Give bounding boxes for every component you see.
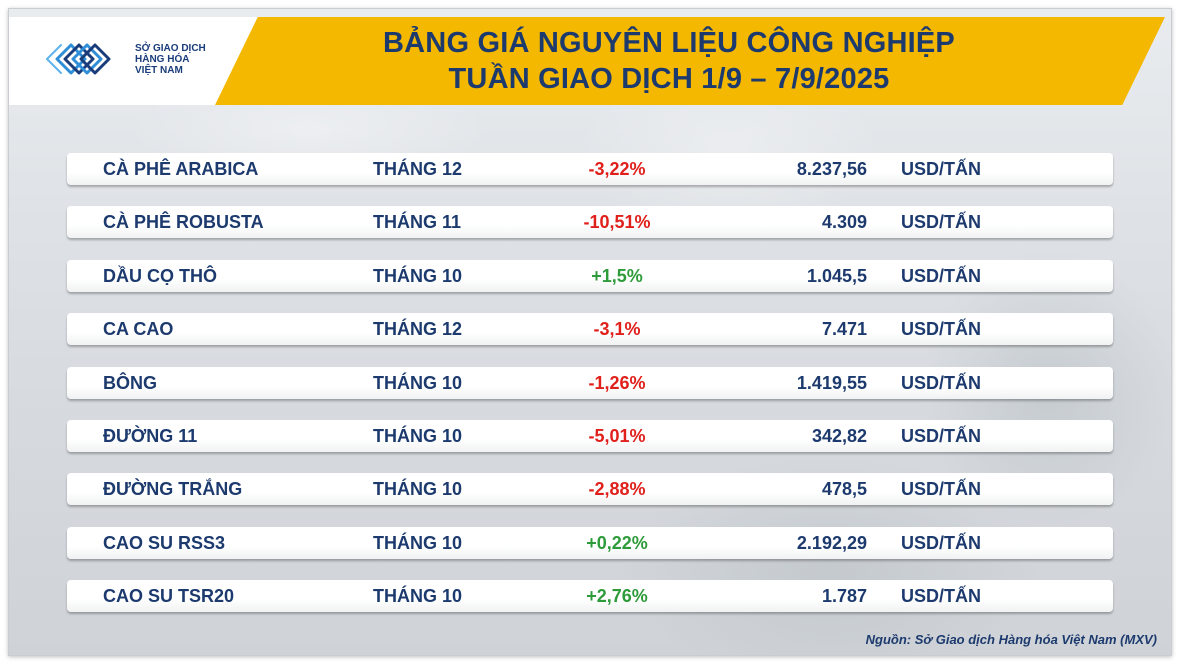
weekly-change: -3,1% [593, 319, 641, 340]
weekly-change: +1,5% [591, 265, 643, 286]
logo-text: SỞ GIAO DỊCH HÀNG HÓA VIỆT NAM [135, 43, 206, 76]
price-unit: USD/TẤN [901, 319, 981, 340]
commodity-name: CAO SU TSR20 [103, 586, 235, 607]
price-unit: USD/TẤN [901, 159, 981, 179]
contract-month: THÁNG 11 [373, 212, 462, 233]
commodity-name: DẦU CỌ THÔ [103, 265, 217, 286]
table-row: DẦU CỌ THÔ THÁNG 10 +1,5% 1.045,5 USD/TẤN [67, 259, 1113, 292]
contract-month: THÁNG 12 [373, 319, 463, 340]
price-unit: USD/TẤN [901, 212, 981, 233]
contract-month: THÁNG 12 [373, 159, 463, 179]
source-note: Nguồn: Sở Giao dịch Hàng hóa Việt Nam (M… [865, 632, 1157, 647]
contract-month: THÁNG 10 [373, 265, 463, 286]
contract-month: THÁNG 10 [373, 479, 463, 500]
contract-month: THÁNG 10 [373, 586, 463, 607]
table-row: CÀ PHÊ ROBUSTA THÁNG 11 -10,51% 4.309 USD/TẤ… [67, 206, 1113, 239]
contract-month: THÁNG 10 [373, 425, 463, 446]
commodity-name: CA CAO [103, 319, 174, 340]
price-unit: USD/TẤN [901, 372, 981, 393]
table-row: ĐƯỜNG TRẮNG THÁNG 10 -2,88% 478,5 USD/TẤN [67, 473, 1113, 506]
price-unit: USD/TẤN [901, 479, 981, 500]
commodity-name: ĐƯỜNG 11 [103, 425, 198, 446]
weekly-change: -1,26% [588, 372, 646, 393]
page-title: BẢNG GIÁ NGUYÊN LIỆU CÔNG NGHIỆP TUẦN GI… [259, 25, 1079, 97]
price-board: SỞ GIAO DỊCH HÀNG HÓA VIỆT NAM BẢNG GIÁ … [8, 8, 1172, 656]
mxv-logo: SỞ GIAO DỊCH HÀNG HÓA VIỆT NAM [43, 33, 206, 85]
logo-line-2: HÀNG HÓA [135, 53, 190, 65]
commodity-name: ĐƯỜNG TRẮNG [103, 479, 243, 500]
table-row: BÔNG THÁNG 10 -1,26% 1.419,55 USD/TẤN [67, 366, 1113, 399]
price-unit: USD/TẤN [901, 532, 981, 553]
weekly-change: +2,76% [586, 586, 648, 607]
title-banner [215, 17, 1165, 105]
table-row: ĐƯỜNG 11 THÁNG 10 -5,01% 342,82 USD/TẤN [67, 419, 1113, 452]
commodity-name: CAO SU RSS3 [103, 532, 226, 553]
closing-price: 4.309 [821, 212, 867, 233]
logo-panel [9, 17, 259, 105]
commodity-name: CÀ PHÊ ARABICA [103, 159, 259, 179]
weekly-change: -2,88% [588, 479, 646, 500]
closing-price: 1.787 [821, 586, 867, 607]
title-line-2: TUẦN GIAO DỊCH 1/9 – 7/9/2025 [448, 63, 890, 95]
closing-price: 342,82 [811, 425, 867, 446]
table-row: CÀ PHÊ ARABICA THÁNG 12 -3,22% 8.237,56 USD/… [67, 153, 1113, 185]
table-row: CAO SU TSR20 THÁNG 10 +2,76% 1.787 USD/TẤN [67, 580, 1113, 613]
table-row: CA CAO THÁNG 12 -3,1% 7.471 USD/TẤN [67, 313, 1113, 346]
contract-month: THÁNG 10 [373, 532, 463, 553]
mxv-logo-icon [46, 43, 111, 75]
price-unit: USD/TẤN [901, 425, 981, 446]
commodity-table: CÀ PHÊ ARABICA THÁNG 12 -3,22% 8.237,56 USD/… [67, 153, 1113, 634]
commodity-name: BÔNG [103, 372, 157, 393]
contract-month: THÁNG 10 [373, 372, 463, 393]
price-unit: USD/TẤN [901, 586, 981, 607]
closing-price: 1.045,5 [806, 265, 867, 286]
closing-price: 478,5 [821, 479, 867, 500]
weekly-change: +0,22% [586, 532, 648, 553]
commodity-name: CÀ PHÊ ROBUSTA [103, 212, 264, 233]
logo-line-1: SỞ GIAO DỊCH [135, 42, 206, 54]
weekly-change: -3,22% [588, 159, 646, 179]
closing-price: 8.237,56 [796, 159, 867, 179]
closing-price: 7.471 [821, 319, 867, 340]
price-unit: USD/TẤN [901, 265, 981, 286]
table-row: CAO SU RSS3 THÁNG 10 +0,22% 2.192,29 USD/TẤN [67, 526, 1113, 559]
logo-line-3: VIỆT NAM [135, 64, 183, 76]
weekly-change: -5,01% [588, 425, 646, 446]
weekly-change: -10,51% [583, 212, 651, 233]
title-line-1: BẢNG GIÁ NGUYÊN LIỆU CÔNG NGHIỆP [383, 27, 955, 59]
closing-price: 2.192,29 [796, 532, 867, 553]
closing-price: 1.419,55 [796, 372, 867, 393]
